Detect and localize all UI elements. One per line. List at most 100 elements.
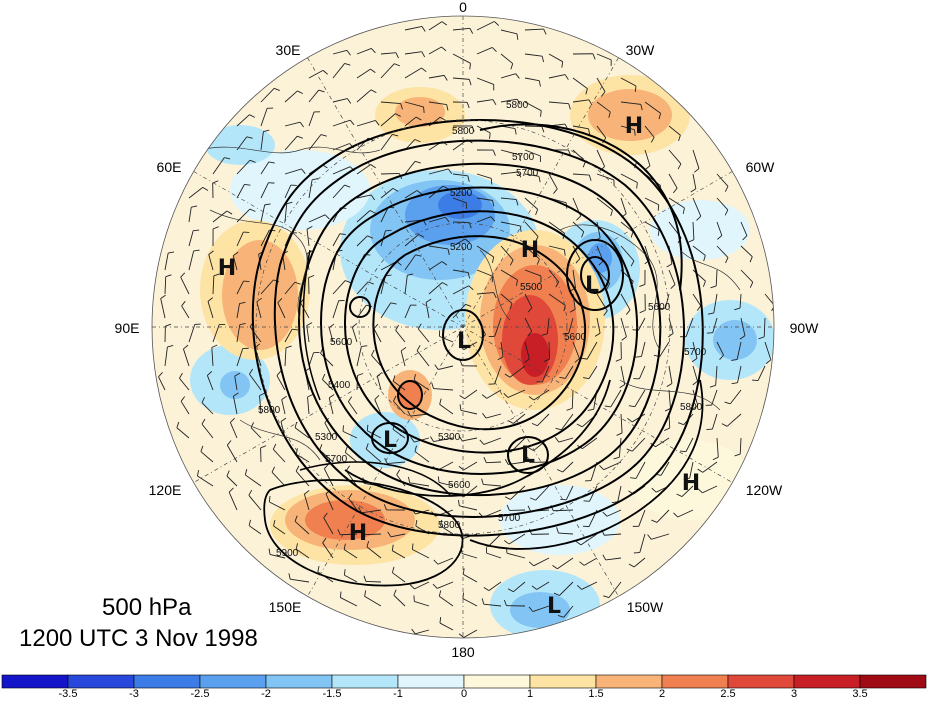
wind-barb-shaft <box>295 548 310 559</box>
wind-barb-shaft <box>404 67 422 79</box>
longitude-labels: 0 30W 60W 90W 120W 150W 180 150E 120E 90… <box>115 0 820 660</box>
wind-barb-shaft <box>356 210 371 223</box>
wind-barb-shaft <box>260 108 268 127</box>
wind-barb-flag <box>482 412 487 419</box>
wind-barb-shaft <box>249 326 262 343</box>
wind-barb-shaft <box>412 549 430 559</box>
colorbar-swatch <box>727 674 795 689</box>
wind-barb-flag <box>201 418 206 425</box>
wind-barb-flag <box>224 157 231 160</box>
wind-barb-shaft <box>689 461 694 479</box>
wind-barb-shaft <box>452 53 471 64</box>
wind-barb-flag <box>441 261 448 266</box>
wind-barb-flag <box>446 104 449 111</box>
wind-barb-flag <box>569 308 576 313</box>
wind-barb-flag <box>167 345 174 348</box>
wind-barb-shaft <box>300 302 310 319</box>
wind-barb-flag <box>367 281 374 285</box>
wind-barb-shaft <box>325 493 334 511</box>
colorbar-tick-label: 2 <box>658 688 666 700</box>
wind-barb-flag <box>347 98 352 104</box>
wind-barb-shaft <box>345 452 358 463</box>
wind-barb-flag <box>271 466 276 473</box>
wind-barb-shaft <box>664 293 670 309</box>
wind-barb-flag <box>468 285 474 291</box>
wind-barb-flag <box>616 432 623 436</box>
wind-barb-shaft <box>380 134 393 151</box>
wind-barb-flag <box>249 114 256 118</box>
wind-barb-shaft <box>232 396 238 415</box>
lon-label-180: 180 <box>451 644 475 660</box>
wind-barb-shaft <box>363 533 382 536</box>
wind-barb-flag <box>527 505 532 512</box>
wind-barb-flag <box>697 468 703 473</box>
wind-barb-flag <box>365 443 369 450</box>
wind-barb-flag <box>707 312 714 315</box>
wind-barb-flag <box>344 63 351 66</box>
wind-barb-flag <box>466 102 470 109</box>
high-pressure-marker: H <box>218 256 236 281</box>
wind-barb-flag <box>690 188 697 193</box>
colorbar-tick-label: -2 <box>261 688 271 700</box>
wind-barb-shaft <box>276 375 286 391</box>
wind-barb-flag <box>249 368 254 375</box>
colorbar-tick-label: 3.5 <box>852 688 868 700</box>
wind-barb-flag <box>320 134 327 137</box>
wind-barb-shaft <box>380 52 396 55</box>
wind-barb-shaft <box>500 98 518 103</box>
wind-barb-flag <box>538 80 541 87</box>
wind-barb-shaft <box>583 557 598 566</box>
wind-barb-flag <box>256 297 262 303</box>
wind-barb-shaft <box>589 485 598 502</box>
wind-barb-flag <box>458 633 465 638</box>
wind-barb-flag <box>626 448 633 452</box>
wind-barb-flag <box>441 21 448 26</box>
wind-barb-flag <box>180 396 186 402</box>
wind-barb-flag <box>749 256 753 263</box>
wind-barb-shaft <box>236 114 250 127</box>
wind-barb-flag <box>611 501 618 504</box>
lon-label-90w: 90W <box>790 320 820 336</box>
wind-barb-shaft <box>308 352 314 367</box>
wind-barb-flag <box>676 493 683 497</box>
wind-barb-shaft <box>294 427 310 439</box>
wind-barb-shaft <box>376 375 382 391</box>
wind-barb-flag <box>724 401 731 405</box>
wind-barb-shaft <box>164 276 167 295</box>
wind-barb-flag <box>462 568 465 575</box>
wind-barb-flag <box>503 599 507 606</box>
wind-barb-flag <box>630 477 637 479</box>
wind-barb-flag <box>239 322 246 326</box>
wind-barb-flag <box>531 585 538 590</box>
wind-barb-flag <box>639 283 646 287</box>
wind-barb-flag <box>734 453 741 457</box>
wind-barb-flag <box>160 294 166 299</box>
wind-barb-shaft <box>459 505 478 511</box>
wind-barb-flag <box>628 563 635 568</box>
colorbar-tick-label: -3 <box>129 688 139 700</box>
wind-barb-flag <box>208 250 214 255</box>
wind-barb-flag <box>602 511 608 517</box>
wind-barb-shaft <box>439 595 454 607</box>
wind-barb-flag <box>430 436 434 442</box>
wind-barb-shaft <box>277 302 286 319</box>
wind-barb-shaft <box>524 317 533 332</box>
wind-barb-shaft <box>656 509 670 523</box>
wind-barb-flag <box>181 300 186 307</box>
lon-label-60w: 60W <box>746 159 776 175</box>
wind-barb-shaft <box>400 350 406 367</box>
wind-barb-flag <box>228 487 234 493</box>
wind-barb-flag <box>323 512 328 518</box>
wind-barb-flag <box>413 374 416 381</box>
wind-barb-flag <box>696 305 702 311</box>
wind-barb-shaft <box>284 90 298 103</box>
wind-barb-shaft <box>677 509 694 518</box>
wind-barb-shaft <box>736 341 742 360</box>
wind-barb-flag <box>658 113 662 120</box>
wind-barb-flag <box>213 273 220 277</box>
wind-barb-flag <box>678 135 681 142</box>
wind-barb-flag <box>524 358 530 363</box>
colorbar-tick-label: -2.5 <box>190 688 210 700</box>
wind-barb-flag <box>628 405 635 408</box>
wind-barb-shaft <box>620 197 627 214</box>
